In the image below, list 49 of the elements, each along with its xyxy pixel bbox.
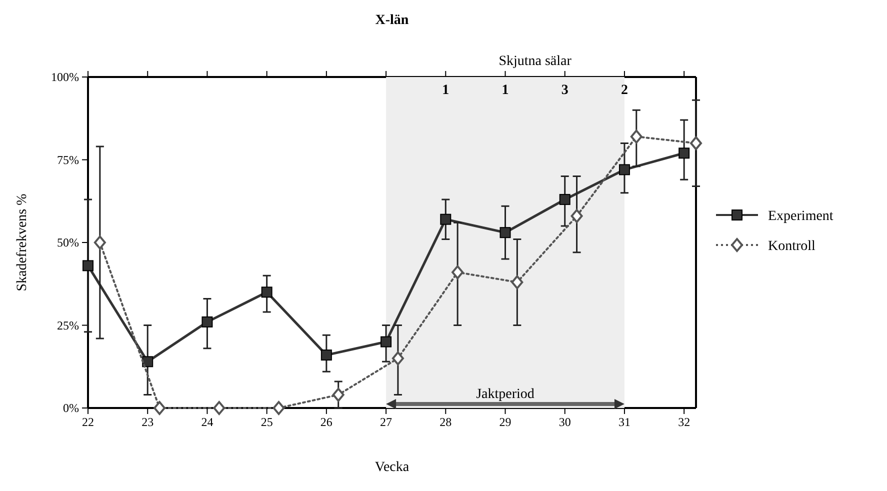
point [154,401,166,415]
y-tick-label: 0% [63,401,79,415]
chart-title: X-län [375,13,409,28]
y-tick-label: 25% [57,318,79,332]
x-tick-label: 30 [558,415,571,429]
point [630,130,642,144]
point [392,351,404,366]
x-tick-label: 27 [380,415,392,429]
point [618,164,630,176]
y-axis-title: Skadefrekvens % [15,193,30,292]
point [261,286,272,298]
x-axis-title: Vecka [374,460,410,475]
y-tick-label: 50% [57,236,79,250]
point [452,265,464,280]
x-tick-label: 31 [618,415,630,429]
point [511,275,524,290]
x-tick-label: 25 [260,415,273,429]
annotation: 1 [442,83,450,98]
x-tick-label: 24 [201,415,214,429]
legend-label: Experiment [768,209,834,224]
band-label: Jaktperiod [476,387,534,402]
x-tick-label: 23 [142,415,154,429]
point [213,401,226,415]
point [320,350,332,361]
point [272,401,285,415]
annotation: 3 [561,83,568,98]
point [332,388,344,402]
x-tick-label: 22 [82,415,94,429]
point [142,356,154,368]
x-tick-label: 26 [320,415,332,429]
x-tick-label: 28 [440,415,452,429]
point [94,236,106,250]
x-tick-label: 32 [678,415,690,429]
point [570,209,583,224]
point [202,316,213,328]
point [440,214,452,225]
annotation: 2 [620,83,628,98]
point [500,227,511,238]
point [82,260,94,272]
point [380,336,392,348]
legend-label: Kontroll [768,239,816,254]
point [559,194,570,205]
annotation: 1 [502,83,509,98]
point [690,136,702,150]
y-tick-label: 100% [51,70,79,84]
y-tick-label: 75% [57,152,79,167]
point [678,148,690,159]
x-tick-label: 29 [499,415,512,429]
text: Skjutna sälar [498,54,572,69]
